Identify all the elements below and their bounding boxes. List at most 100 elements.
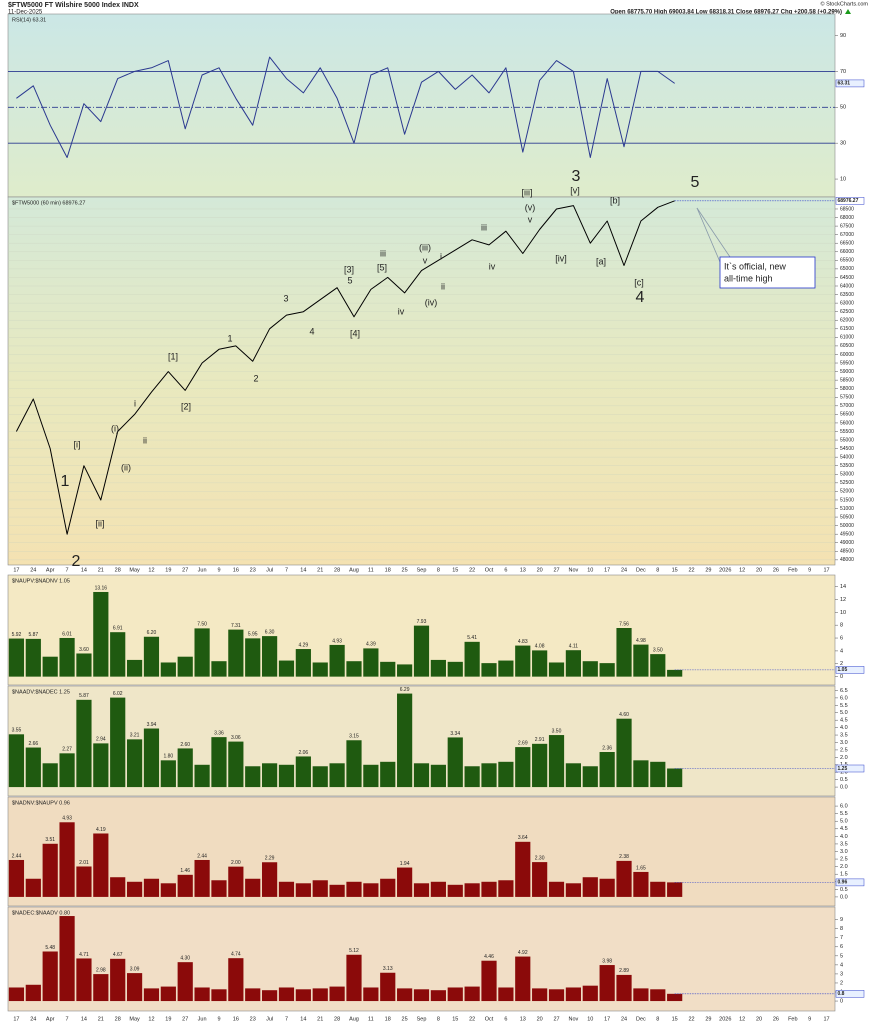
last-value-box <box>835 79 865 88</box>
wave-label: 5 <box>691 174 700 191</box>
bar <box>464 986 480 1002</box>
value-label: 2.27 <box>62 747 72 753</box>
y-tick-label: 61500 <box>840 326 854 332</box>
y-tick-label: 0 <box>840 999 843 1005</box>
y-tick-label: 5 <box>840 953 843 959</box>
bar <box>245 878 261 897</box>
bar <box>295 883 311 897</box>
value-label: 5.12 <box>349 948 359 954</box>
x-tick-label: 9 <box>217 1016 220 1022</box>
bar <box>245 766 261 788</box>
bar <box>481 663 497 677</box>
wave-label: ii <box>143 435 147 445</box>
wave-label: 3 <box>283 293 288 303</box>
last-value-label: 0.8 <box>838 991 845 997</box>
bar <box>515 956 531 1002</box>
value-label: 2.91 <box>535 737 545 743</box>
value-label: 3.50 <box>653 647 663 653</box>
x-tick-label: 22 <box>688 1016 694 1022</box>
wave-label: v <box>528 214 533 224</box>
bar <box>76 653 92 677</box>
y-tick-label: 2 <box>840 661 843 667</box>
wave-label: [v] <box>570 185 580 195</box>
panel-label: $NAUPV:$NADNV 1.05 <box>12 578 70 584</box>
y-tick-label: 50500 <box>840 514 854 520</box>
value-label: 3.06 <box>231 735 241 741</box>
value-label: 5.41 <box>467 635 477 641</box>
bar <box>262 763 278 788</box>
y-tick-label: 3.5 <box>840 733 848 739</box>
y-tick-label: 53000 <box>840 472 854 478</box>
x-tick-label: 29 <box>705 567 711 573</box>
bar <box>346 954 362 1002</box>
wave-label: (i) <box>111 423 119 433</box>
x-tick-label: 11 <box>368 1016 374 1022</box>
bar <box>650 654 666 677</box>
bar <box>312 766 328 788</box>
wave-label: [iv] <box>555 253 567 263</box>
x-tick-label: 9 <box>217 567 220 573</box>
value-label: 3.50 <box>552 728 562 734</box>
bar <box>633 871 649 897</box>
x-tick-label: 8 <box>437 1016 440 1022</box>
value-label: 4.39 <box>366 642 376 648</box>
bar <box>194 764 210 788</box>
panel-background <box>7 13 836 198</box>
bar <box>177 962 193 1002</box>
callout-arrow <box>696 207 731 258</box>
x-tick-label: 12 <box>148 567 154 573</box>
x-tick-label: 18 <box>385 1016 391 1022</box>
bar <box>143 636 160 677</box>
bar <box>312 988 328 1002</box>
x-tick-label: 8 <box>437 567 440 573</box>
x-tick-label: Apr <box>46 567 55 573</box>
bar <box>650 761 666 788</box>
last-value-label: 1.05 <box>838 667 848 673</box>
x-tick-label: 17 <box>823 1016 829 1022</box>
value-label: 6.20 <box>147 630 157 636</box>
x-tick-label: Sep <box>417 567 427 573</box>
y-tick-label: 7 <box>840 935 843 941</box>
value-label: 5.95 <box>248 632 258 638</box>
x-tick-label: 9 <box>808 567 811 573</box>
y-tick-label: 62500 <box>840 309 854 315</box>
x-tick-label: 28 <box>334 567 340 573</box>
last-value-box <box>835 197 865 205</box>
y-tick-label: 3.0 <box>840 849 848 855</box>
bar <box>616 628 632 677</box>
value-label: 2.89 <box>619 968 629 974</box>
bar <box>599 663 615 677</box>
bar <box>278 660 295 677</box>
value-label: 7.56 <box>619 621 629 627</box>
x-tick-label: 7 <box>66 1016 69 1022</box>
y-tick-label: 0.5 <box>840 887 848 893</box>
bar <box>262 636 278 677</box>
value-label: 2.01 <box>79 860 89 866</box>
x-tick-label: Nov <box>569 1016 579 1022</box>
wave-label: [c] <box>634 277 644 287</box>
x-tick-label: 14 <box>81 1016 87 1022</box>
last-value-label: 1.25 <box>838 766 848 772</box>
bar <box>312 880 328 897</box>
value-label: 13.16 <box>95 585 108 591</box>
y-tick-label: 14 <box>840 584 846 590</box>
y-tick-label: 4 <box>840 962 843 968</box>
value-label: 2.29 <box>265 856 275 862</box>
y-tick-label: 4.5 <box>840 718 848 724</box>
y-tick-label: 62000 <box>840 318 854 324</box>
x-tick-label: 15 <box>672 1016 678 1022</box>
y-tick-label: 1.5 <box>840 872 848 878</box>
bar <box>110 877 126 897</box>
value-label: 2.98 <box>96 967 106 973</box>
value-label: 3.21 <box>130 733 140 739</box>
bar <box>397 664 413 677</box>
bar <box>650 989 666 1002</box>
last-value-box <box>835 764 865 773</box>
x-tick-label: Feb <box>788 567 797 573</box>
bar <box>59 753 75 788</box>
x-tick-label: 12 <box>739 567 745 573</box>
bar <box>447 987 463 1002</box>
bar <box>582 661 598 677</box>
bar <box>211 880 227 897</box>
